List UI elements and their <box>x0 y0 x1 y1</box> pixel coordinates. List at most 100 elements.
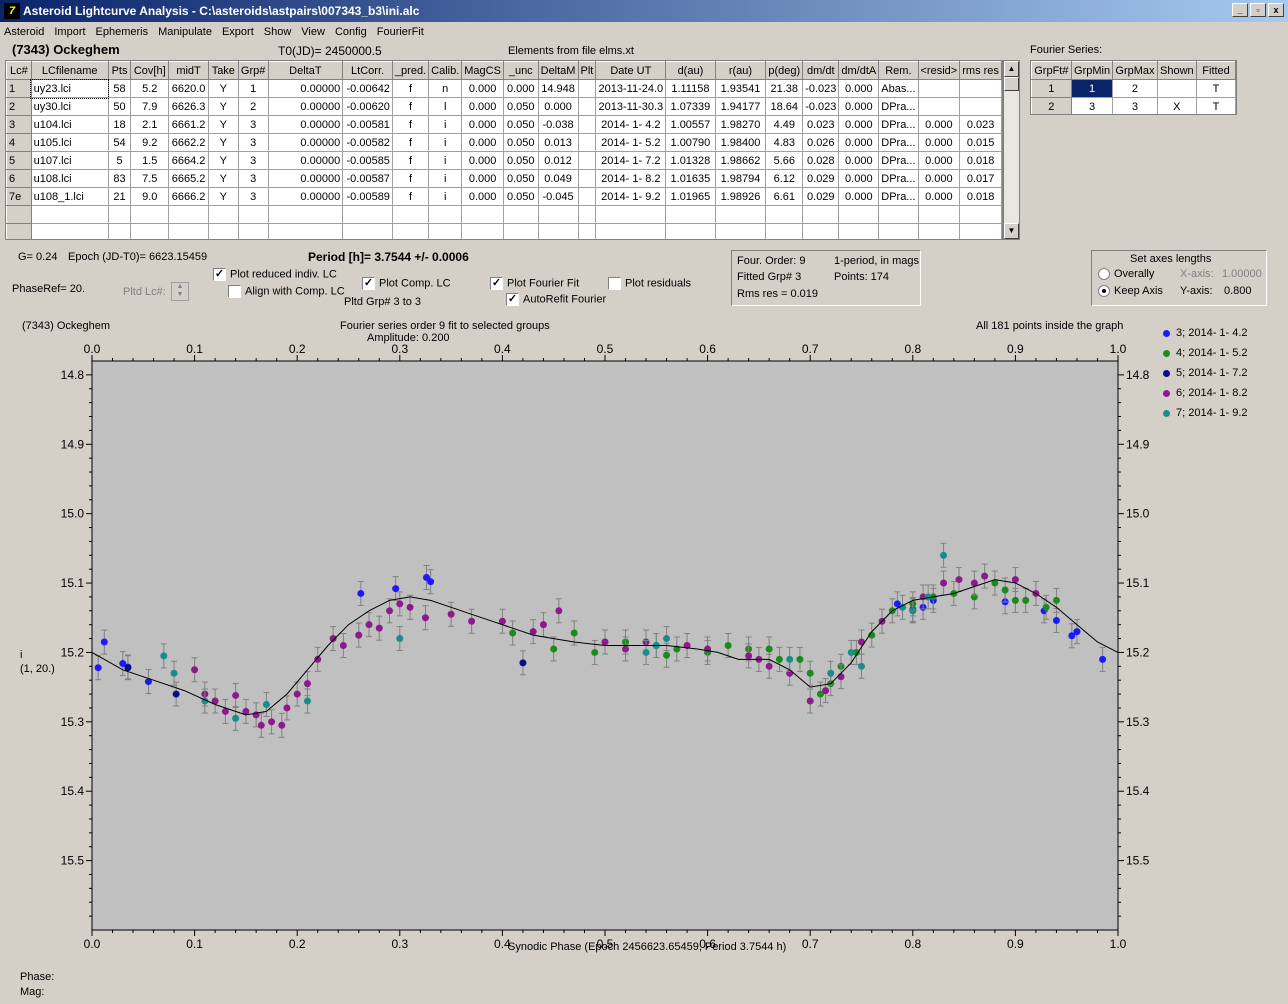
table-row[interactable]: 3 u104.lci 18 2.1 6661.2 Y 3 0.00000 -0.00581 f i 0… <box>6 115 1002 134</box>
table-row[interactable]: 7e u108_1.lci 21 9.0 6666.2 Y 3 0.00000 -0.00589… <box>6 187 1002 206</box>
table-cell[interactable] <box>461 223 504 239</box>
table-cell[interactable] <box>802 223 840 239</box>
table-cell[interactable]: 9.0 <box>130 187 170 206</box>
table-cell[interactable]: 1 <box>237 79 269 98</box>
table-cell[interactable]: DPra... <box>878 169 919 188</box>
table-cell[interactable]: 1.01328 <box>665 151 716 170</box>
column-header[interactable]: dm/dtA <box>838 61 880 80</box>
table-cell[interactable]: 0.000 <box>917 187 961 206</box>
column-header[interactable]: d(au) <box>665 61 716 80</box>
table-cell[interactable]: DPra... <box>878 151 919 170</box>
table-cell[interactable] <box>391 223 430 239</box>
fourier-column-header[interactable]: Shown <box>1156 61 1198 80</box>
row-header[interactable]: 7e <box>6 187 32 206</box>
fourier-column-header[interactable]: GrpFt# <box>1031 61 1072 80</box>
table-cell[interactable]: Abas... <box>878 79 919 98</box>
table-cell[interactable]: 18.64 <box>765 97 804 116</box>
table-cell[interactable]: 6664.2 <box>168 151 209 170</box>
table-cell[interactable]: 0.012 <box>537 151 579 170</box>
table-cell[interactable]: u105.lci <box>30 133 109 152</box>
table-cell[interactable]: 1.98662 <box>714 151 767 170</box>
table-cell[interactable]: -0.023 <box>802 97 840 116</box>
plot-comp-checkbox[interactable]: ✓ Plot Comp. LC <box>362 277 451 290</box>
table-cell[interactable]: 2 <box>237 97 269 116</box>
table-cell[interactable] <box>537 223 579 239</box>
lightcurve-table[interactable]: Lc# LCfilename Pts Cov[h] midT Take Grp# DeltaT… <box>5 60 1003 240</box>
fourier-row-header[interactable]: 1 <box>1031 79 1072 98</box>
fourier-cell[interactable]: 3 <box>1112 97 1158 114</box>
table-cell[interactable] <box>168 223 209 239</box>
table-cell[interactable]: 0.000 <box>461 187 504 206</box>
table-cell[interactable]: DPra... <box>878 115 919 134</box>
table-cell[interactable]: 1.98794 <box>714 169 767 188</box>
empty-row[interactable] <box>6 205 1002 224</box>
empty-row[interactable] <box>6 223 1002 239</box>
table-cell[interactable] <box>130 223 170 239</box>
column-header[interactable]: Grp# <box>237 61 269 80</box>
table-cell[interactable]: 0.023 <box>959 115 1002 134</box>
plot-residuals-checkbox[interactable]: Plot residuals <box>608 277 691 290</box>
table-cell[interactable]: -0.00582 <box>342 133 393 152</box>
column-header[interactable]: Plt <box>577 61 597 80</box>
scroll-up-button[interactable]: ▲ <box>1004 61 1019 77</box>
fourier-row-header[interactable]: 2 <box>1031 97 1072 114</box>
table-row[interactable]: 2 uy30.lci 50 7.9 6626.3 Y 2 0.00000 -0.00620 f l 0… <box>6 97 1002 116</box>
fourier-cell[interactable]: T <box>1196 97 1236 114</box>
table-cell[interactable]: 14.948 <box>537 79 579 98</box>
fourier-column-header[interactable]: GrpMax <box>1112 61 1158 80</box>
table-row[interactable]: 5 u107.lci 5 1.5 6664.2 Y 3 0.00000 -0.00585 f i 0.… <box>6 151 1002 170</box>
table-cell[interactable]: 1.98926 <box>714 187 767 206</box>
table-cell[interactable]: 4.83 <box>765 133 804 152</box>
x-axis-value[interactable]: 1.00000 <box>1222 268 1262 280</box>
column-header[interactable]: Take <box>207 61 239 80</box>
table-cell[interactable]: 1.01635 <box>665 169 716 188</box>
table-cell[interactable] <box>237 223 269 239</box>
overally-radio[interactable]: Overally <box>1098 268 1154 281</box>
table-cell[interactable]: 0.000 <box>917 115 961 134</box>
table-cell[interactable] <box>428 223 463 239</box>
table-cell[interactable]: 3 <box>237 115 269 134</box>
scroll-thumb[interactable] <box>1004 77 1019 91</box>
table-cell[interactable]: 0.00000 <box>267 151 344 170</box>
table-cell[interactable]: 50 <box>107 97 132 116</box>
table-cell[interactable]: 1.07339 <box>665 97 716 116</box>
table-cell[interactable]: 6661.2 <box>168 115 209 134</box>
table-cell[interactable] <box>714 223 767 239</box>
scroll-down-button[interactable]: ▼ <box>1004 223 1019 239</box>
table-cell[interactable]: 0.000 <box>461 169 504 188</box>
table-cell[interactable]: 6620.0 <box>168 79 209 98</box>
menu-view[interactable]: View <box>301 26 325 38</box>
column-header[interactable]: Rem. <box>878 61 919 80</box>
table-cell[interactable]: u104.lci <box>30 115 109 134</box>
table-cell[interactable]: 0.000 <box>461 97 504 116</box>
table-cell[interactable]: 0.017 <box>959 169 1002 188</box>
plot-reduced-checkbox[interactable]: ✓ Plot reduced indiv. LC <box>213 268 337 281</box>
autorefit-checkbox[interactable]: ✓ AutoRefit Fourier <box>506 293 607 306</box>
table-cell[interactable]: 0.000 <box>838 115 880 134</box>
table-cell[interactable]: -0.00589 <box>342 187 393 206</box>
menu-show[interactable]: Show <box>263 26 292 38</box>
column-header[interactable]: LCfilename <box>30 61 109 80</box>
table-cell[interactable] <box>878 223 919 239</box>
table-cell[interactable] <box>665 223 716 239</box>
fourier-column-header[interactable]: GrpMin <box>1070 61 1114 80</box>
table-cell[interactable] <box>6 223 32 239</box>
align-comp-checkbox[interactable]: Align with Comp. LC <box>228 285 345 298</box>
table-cell[interactable]: 0.049 <box>537 169 579 188</box>
close-button[interactable]: x <box>1268 3 1284 17</box>
column-header[interactable]: dm/dt <box>802 61 840 80</box>
table-cell[interactable]: u107.lci <box>30 151 109 170</box>
column-header[interactable]: Calib. <box>428 61 463 80</box>
table-cell[interactable]: u108.lci <box>30 169 109 188</box>
menu-config[interactable]: Config <box>334 26 367 38</box>
table-cell[interactable]: 0.00000 <box>267 169 344 188</box>
row-header[interactable]: 2 <box>6 97 32 116</box>
table-cell[interactable]: 0.000 <box>838 169 880 188</box>
menu-asteroid[interactable]: Asteroid <box>4 26 45 38</box>
table-cell[interactable]: f <box>391 151 430 170</box>
pltd-lc-spinner[interactable]: ▲ ▼ <box>171 282 189 301</box>
table-cell[interactable]: 0.000 <box>461 115 504 134</box>
